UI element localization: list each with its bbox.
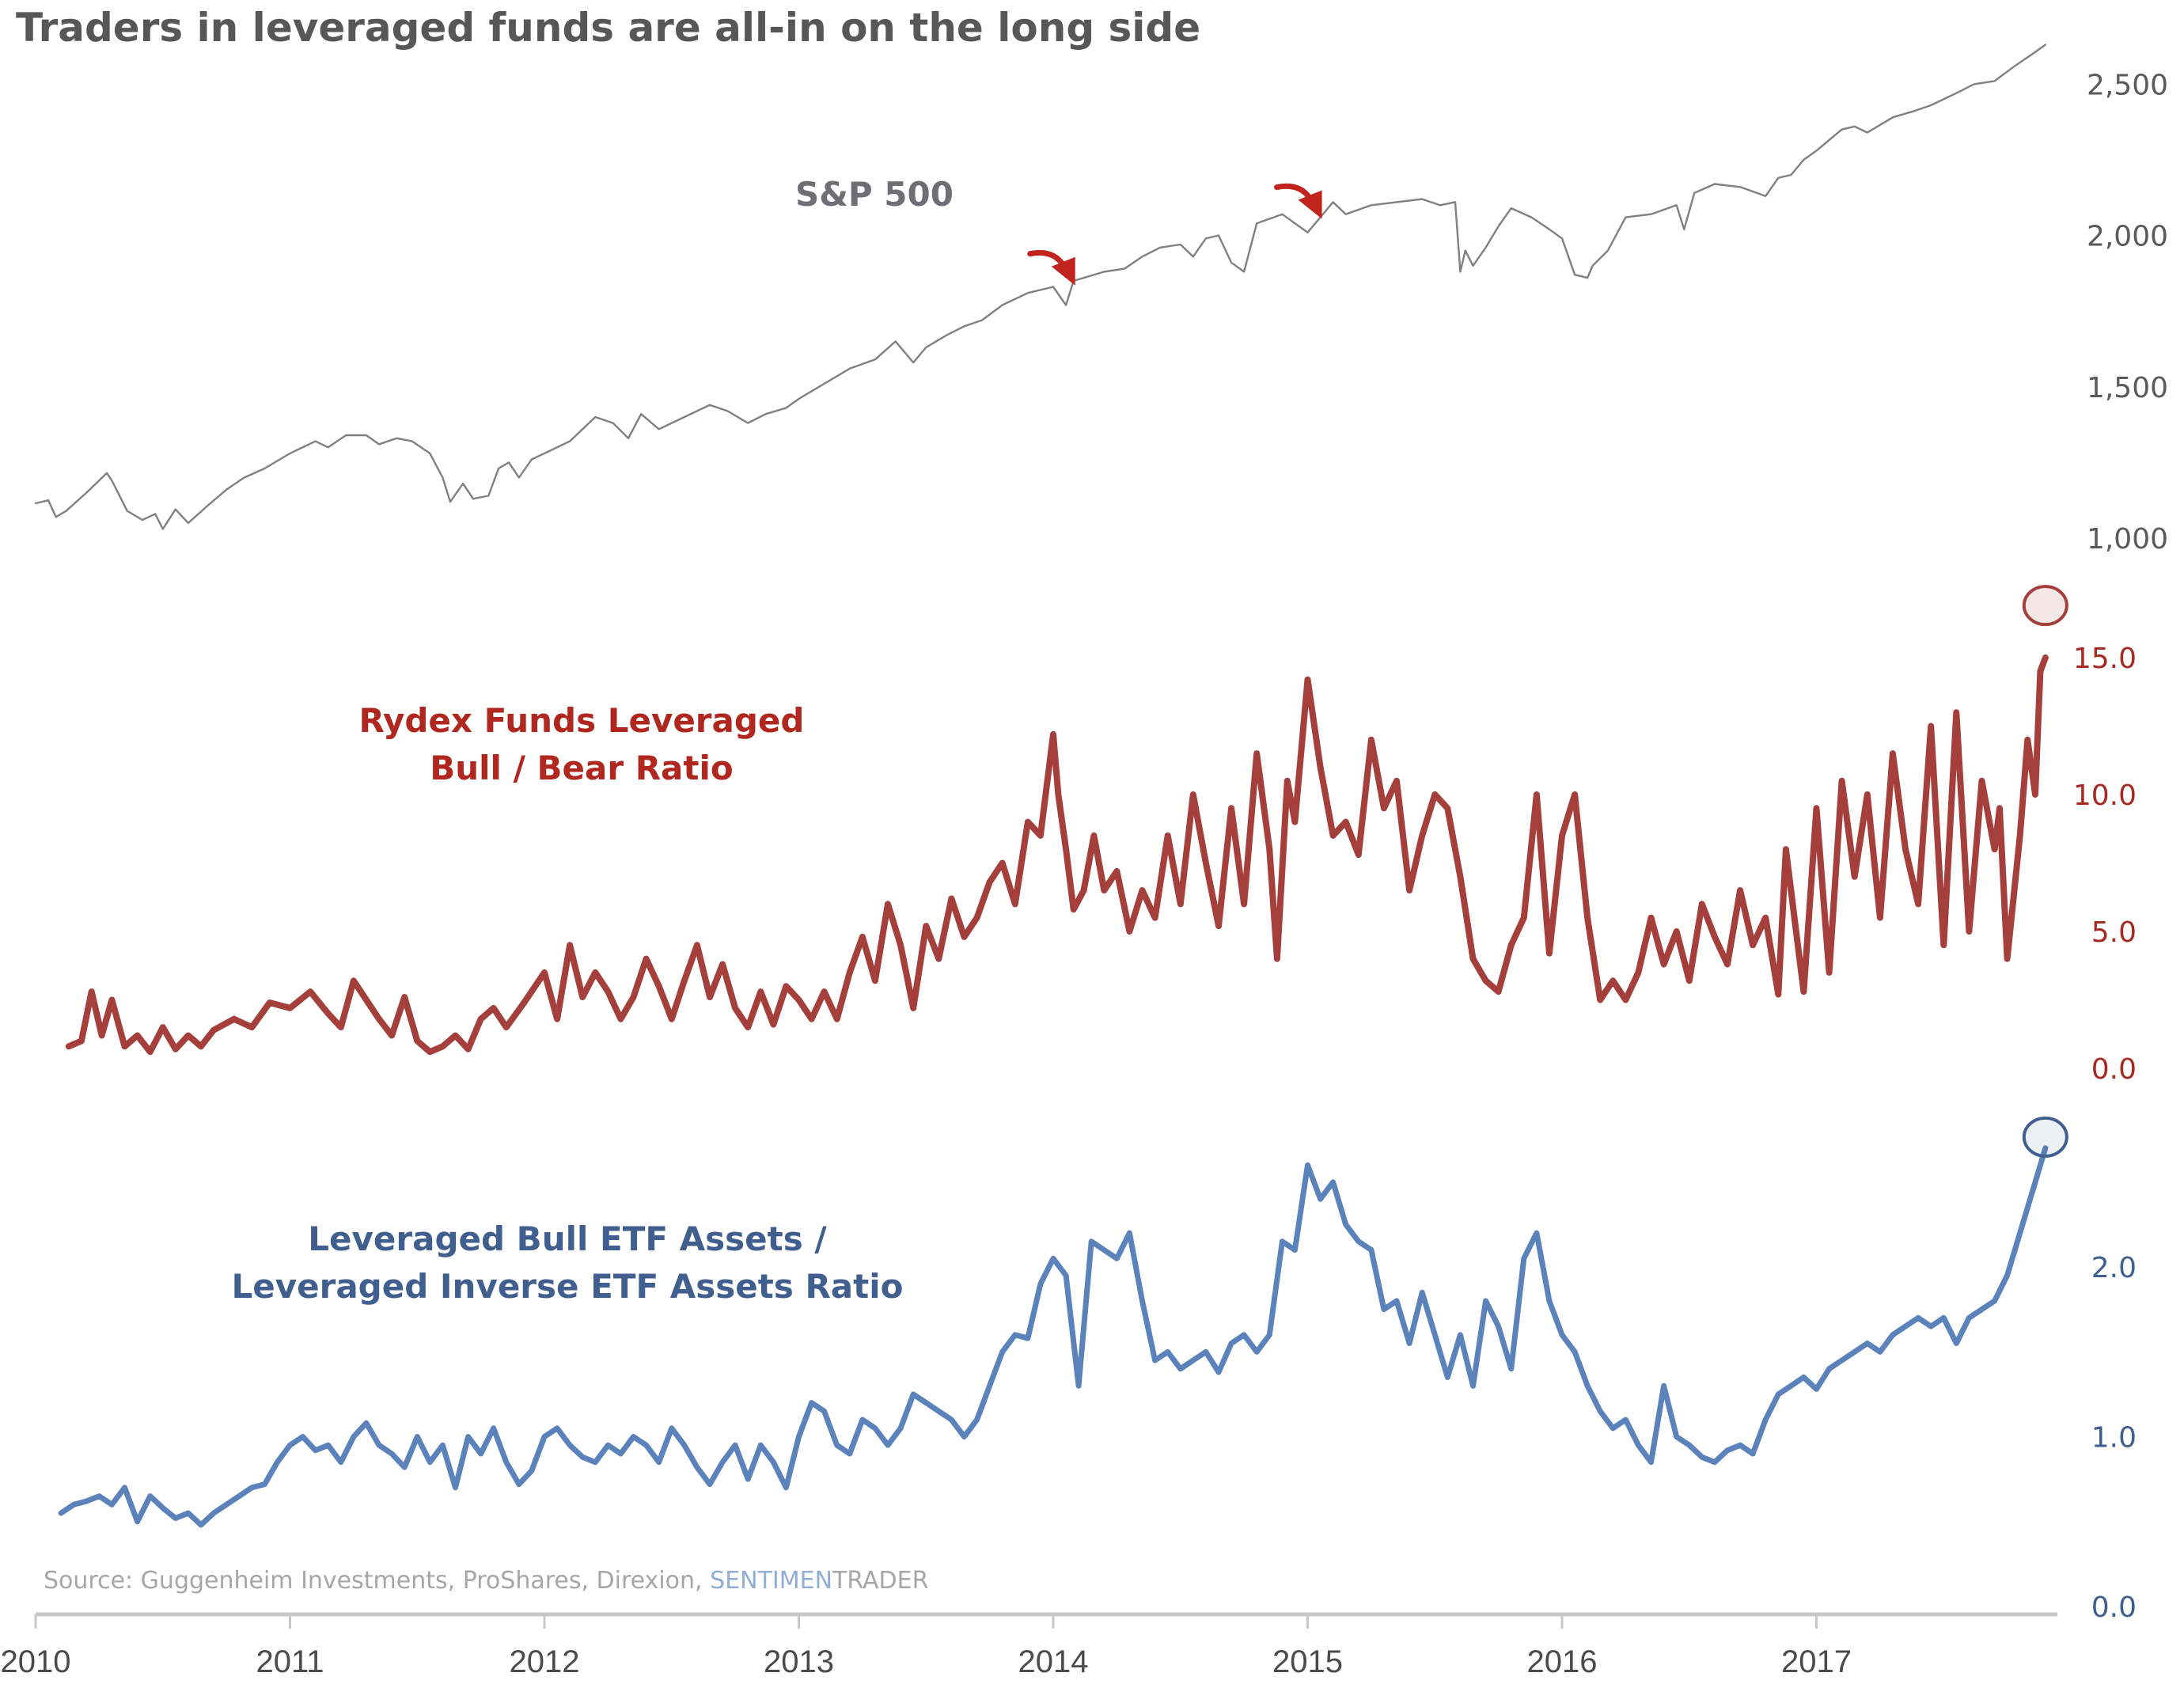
etf-y-tick-label: 0.0 (2091, 1591, 2137, 1624)
x-tick-label: 2015 (1272, 1644, 1343, 1679)
rydex-y-tick-label: 5.0 (2091, 916, 2137, 949)
sp500-y-tick-label: 2,500 (2087, 69, 2168, 101)
series-layer (34, 44, 2049, 1528)
x-tick-label: 2014 (1018, 1644, 1089, 1679)
etf-line (58, 1145, 2049, 1528)
chart-title: Traders in leveraged funds are all-in on… (16, 5, 1200, 51)
x-tick-label: 2017 (1781, 1644, 1852, 1679)
rydex-highlight-circle (2022, 585, 2068, 627)
sp500-label: S&P 500 (795, 175, 954, 214)
sp500-y-tick-label: 1,000 (2087, 523, 2168, 556)
x-tick-label: 2016 (1527, 1644, 1598, 1679)
red-arrow-icon (1274, 183, 1322, 219)
sp500-y-tick-label: 1,500 (2087, 372, 2168, 404)
sp500-panel: S&P 500 (795, 175, 954, 214)
y-axes: 1,000 1,500 2,000 2,500 0.0 5.0 10.0 15.0 0.0 1.0… (2073, 69, 2168, 1624)
etf-label-line1: Leveraged Bull ETF Assets / (308, 1219, 827, 1258)
rydex-y-tick-label: 10.0 (2073, 779, 2137, 812)
rydex-label-line1: Rydex Funds Leveraged (359, 701, 805, 740)
annotation-layer (1027, 183, 2068, 1158)
x-tick-label: 2012 (510, 1644, 580, 1679)
source-note: Source: Guggenheim Investments, ProShare… (44, 1567, 928, 1595)
sp500-line (34, 44, 2047, 530)
etf-y-tick-label: 2.0 (2091, 1252, 2137, 1284)
red-arrow-icon (1027, 249, 1075, 286)
etf-panel: Leveraged Bull ETF Assets / Leveraged In… (232, 1219, 904, 1306)
rydex-panel: Rydex Funds Leveraged Bull / Bear Ratio (359, 701, 805, 787)
etf-label-line2: Leveraged Inverse ETF Assets Ratio (232, 1267, 904, 1306)
rydex-label-line2: Bull / Bear Ratio (430, 749, 733, 787)
etf-y-tick-label: 1.0 (2091, 1422, 2137, 1455)
sp500-y-tick-label: 2,000 (2087, 221, 2168, 253)
rydex-y-tick-label: 0.0 (2091, 1053, 2137, 1086)
rydex-line (65, 654, 2049, 1056)
rydex-y-tick-label: 15.0 (2073, 643, 2137, 675)
brand-sentimen: SENTIMEN (710, 1567, 832, 1595)
x-tick-label: 2011 (256, 1644, 324, 1679)
x-tick-label: 2013 (764, 1644, 834, 1679)
x-tick-label: 2010 (1, 1644, 71, 1679)
source-prefix: Source: Guggenheim Investments, ProShare… (44, 1567, 710, 1595)
brand-trader: TRADER (832, 1567, 928, 1595)
etf-highlight-circle (2022, 1116, 2068, 1158)
x-axis: 2010 2011 2012 2013 2014 2015 2016 2017 (1, 1612, 2057, 1679)
